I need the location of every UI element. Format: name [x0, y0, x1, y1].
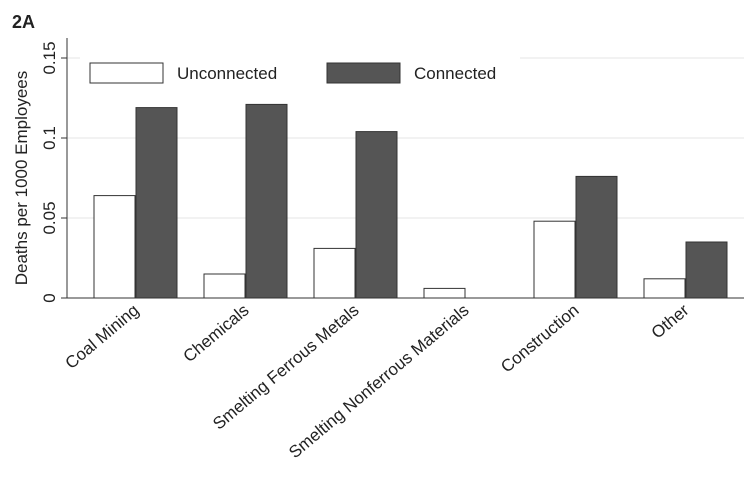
y-tick-label: 0.15 [40, 41, 59, 74]
bar [355, 131, 398, 299]
bar [575, 175, 618, 299]
bar [533, 220, 576, 299]
y-tick-label: 0 [40, 293, 59, 302]
bar [685, 241, 728, 299]
bar [423, 287, 466, 299]
bar [135, 107, 178, 299]
legend-swatch [89, 62, 164, 84]
bar [245, 103, 288, 299]
x-tick-label: Chemicals [180, 301, 253, 367]
legend: Unconnected Connected [80, 52, 520, 92]
y-tick-label: 0.05 [40, 201, 59, 234]
y-axis-label: Deaths per 1000 Employees [12, 71, 31, 286]
legend-swatch [326, 62, 401, 84]
bar [93, 195, 136, 299]
y-tick-label: 0.1 [40, 126, 59, 150]
x-tick-label: Smelting Nonferrous Materials [285, 301, 472, 463]
x-tick-label: Construction [497, 301, 582, 377]
legend-label: Connected [414, 64, 496, 83]
legend-label: Unconnected [177, 64, 277, 83]
bar [313, 247, 356, 299]
bar [203, 273, 246, 299]
x-tick-label: Coal Mining [62, 301, 143, 373]
panel-label: 2A [12, 12, 35, 32]
x-tick-label: Other [648, 300, 693, 342]
bar [643, 278, 686, 299]
